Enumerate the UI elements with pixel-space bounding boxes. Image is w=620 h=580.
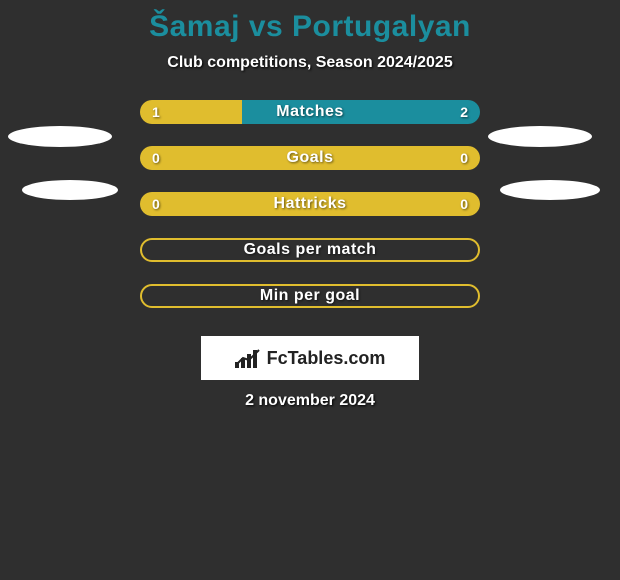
stat-bar: Matches 1 2 <box>140 100 480 124</box>
stat-bar: Min per goal <box>140 284 480 308</box>
page-title: Šamaj vs Portugalyan <box>0 10 620 44</box>
stat-row: Goals per match <box>0 238 620 284</box>
page-subtitle: Club competitions, Season 2024/2025 <box>0 54 620 72</box>
stat-bar: Goals 0 0 <box>140 146 480 170</box>
logo-box: FcTables.com <box>201 336 419 380</box>
bar-value-right: 0 <box>460 196 468 212</box>
chart-icon <box>235 348 261 368</box>
date-text: 2 november 2024 <box>0 392 620 410</box>
bar-value-right: 2 <box>460 104 468 120</box>
side-ellipse <box>500 180 600 200</box>
stat-bar: Goals per match <box>140 238 480 262</box>
stat-bar: Hattricks 0 0 <box>140 192 480 216</box>
logo-text: FcTables.com <box>267 348 386 369</box>
side-ellipse <box>22 180 118 200</box>
bar-label: Goals <box>287 149 334 167</box>
bar-value-left: 1 <box>152 104 160 120</box>
bar-label: Min per goal <box>260 287 360 305</box>
bar-value-left: 0 <box>152 196 160 212</box>
stat-row: Min per goal <box>0 284 620 330</box>
bar-label: Hattricks <box>274 195 347 213</box>
bar-label: Matches <box>276 103 344 121</box>
bar-value-left: 0 <box>152 150 160 166</box>
side-ellipse <box>8 126 112 147</box>
bar-label: Goals per match <box>244 241 377 259</box>
bar-value-right: 0 <box>460 150 468 166</box>
side-ellipse <box>488 126 592 147</box>
